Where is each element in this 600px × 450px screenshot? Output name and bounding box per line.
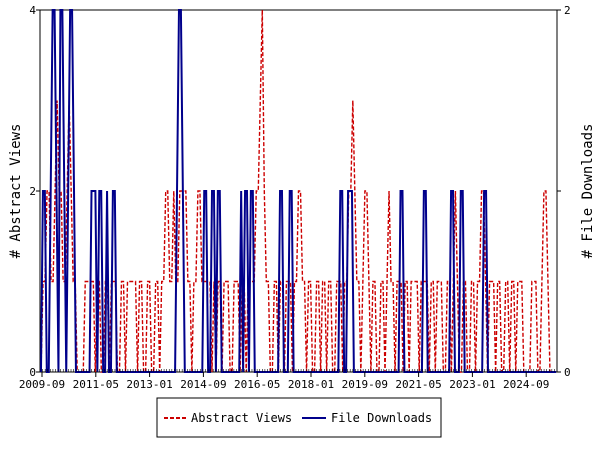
legend-item-file-downloads-label: File Downloads bbox=[331, 411, 432, 425]
x-tick-label: 2009-09 bbox=[19, 378, 65, 391]
y-right-axis-title: # File Downloads bbox=[580, 124, 596, 259]
y-left-tick-label: 4 bbox=[29, 4, 36, 17]
x-tick-label: 2023-01 bbox=[449, 378, 495, 391]
x-tick-label: 2016-05 bbox=[234, 378, 280, 391]
x-tick-label: 2024-09 bbox=[503, 378, 549, 391]
legend: Abstract Views File Downloads bbox=[156, 397, 442, 438]
series-line-abstract-views bbox=[40, 9, 556, 373]
x-tick-label: 2013-01 bbox=[126, 378, 172, 391]
x-tick-label: 2014-09 bbox=[180, 378, 226, 391]
x-tick-label: 2019-09 bbox=[342, 378, 388, 391]
x-tick-label: 2018-01 bbox=[288, 378, 334, 391]
y-right-tick-label: 0 bbox=[564, 366, 571, 379]
legend-box bbox=[156, 397, 442, 438]
y-left-axis-title: # Abstract Views bbox=[8, 124, 24, 259]
legend-item-abstract-views-label: Abstract Views bbox=[191, 411, 292, 425]
y-left-tick-label: 2 bbox=[29, 185, 36, 198]
x-tick-label: 2011-05 bbox=[73, 378, 119, 391]
y-left-tick-label: 0 bbox=[29, 366, 36, 379]
x-tick-label: 2021-05 bbox=[395, 378, 441, 391]
axes: 2009-09 2011-05 2013-01 2014-09 2016-05 2018-… bbox=[19, 4, 571, 391]
y-right-tick-label: 2 bbox=[564, 4, 571, 17]
